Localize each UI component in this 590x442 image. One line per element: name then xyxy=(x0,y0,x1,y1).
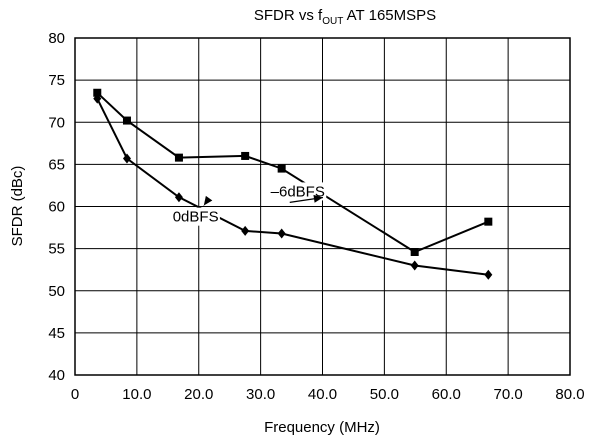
y-tick-label: 70 xyxy=(48,114,65,131)
y-tick-label: 45 xyxy=(48,325,65,342)
annotation-backdrop xyxy=(269,182,327,201)
chart-title-prefix: SFDR vs f xyxy=(254,7,323,24)
y-tick-label: 80 xyxy=(48,30,65,47)
y-tick-label: 75 xyxy=(48,72,65,89)
series-line-1 xyxy=(96,92,489,254)
data-point-square xyxy=(241,151,250,160)
y-axis-label: SFDR (dBc) xyxy=(9,166,26,247)
series-label-2: 0dBFS xyxy=(173,209,219,226)
x-tick-label: 40.0 xyxy=(308,386,337,403)
data-point-square xyxy=(277,164,286,173)
x-tick-label: 30.0 xyxy=(246,386,275,403)
data-point-square xyxy=(410,247,419,256)
x-tick-label: 80.0 xyxy=(555,386,584,403)
x-axis-label: Frequency (MHz) xyxy=(264,419,380,436)
data-point-diamond xyxy=(410,260,419,271)
grid xyxy=(74,37,571,376)
annotations: –6dBFS 0dBFS xyxy=(171,182,327,226)
data-point-square xyxy=(93,88,102,97)
plot-frame xyxy=(74,37,571,376)
data-point-square xyxy=(484,217,493,226)
x-tick-labels: 0 10.0 20.0 30.0 40.0 50.0 60.0 70.0 80.0 xyxy=(71,386,585,403)
data-point-diamond xyxy=(93,93,102,104)
series-label-1: –6dBFS xyxy=(271,183,325,200)
chart-title-subscript: OUT xyxy=(322,16,343,27)
data-point-diamond xyxy=(277,228,286,239)
annotation-arrow-head xyxy=(203,195,213,206)
y-tick-label: 60 xyxy=(48,199,65,216)
y-tick-label: 50 xyxy=(48,283,65,300)
y-tick-label: 65 xyxy=(48,156,65,173)
x-tick-label: 10.0 xyxy=(122,386,151,403)
series-group xyxy=(93,88,493,280)
annotation-arrow-head xyxy=(313,194,323,203)
data-point-diamond xyxy=(122,153,131,164)
x-tick-label: 60.0 xyxy=(432,386,461,403)
x-tick-label: 50.0 xyxy=(370,386,399,403)
chart-title: SFDR vs fOUT AT 165MSPS xyxy=(254,7,436,27)
annotation-backdrop xyxy=(171,207,220,226)
x-tick-label: 70.0 xyxy=(494,386,523,403)
chart-title-suffix: AT 165MSPS xyxy=(343,7,436,24)
data-point-square xyxy=(174,153,183,162)
y-tick-label: 55 xyxy=(48,241,65,258)
x-tick-label: 0 xyxy=(71,386,79,403)
x-tick-label: 20.0 xyxy=(184,386,213,403)
y-tick-labels: 40 45 50 55 60 65 70 75 80 xyxy=(48,30,65,384)
data-point-square xyxy=(122,116,131,125)
y-tick-label: 40 xyxy=(48,367,65,384)
data-point-diamond xyxy=(484,269,493,280)
data-point-diamond xyxy=(174,192,183,203)
data-point-diamond xyxy=(241,225,250,236)
